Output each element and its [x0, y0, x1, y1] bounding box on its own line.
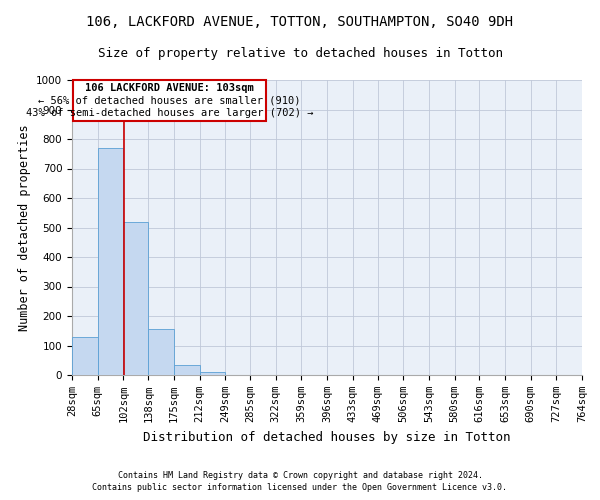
FancyBboxPatch shape [73, 80, 266, 120]
Text: 106, LACKFORD AVENUE, TOTTON, SOUTHAMPTON, SO40 9DH: 106, LACKFORD AVENUE, TOTTON, SOUTHAMPTO… [86, 15, 514, 29]
Text: 106 LACKFORD AVENUE: 103sqm: 106 LACKFORD AVENUE: 103sqm [85, 83, 254, 93]
Bar [72, 336, 98, 375]
Bar [199, 372, 225, 375]
Bar [98, 148, 123, 375]
Bar [148, 330, 174, 375]
Text: Size of property relative to detached houses in Totton: Size of property relative to detached ho… [97, 48, 503, 60]
Bar [174, 364, 199, 375]
Text: Contains public sector information licensed under the Open Government Licence v3: Contains public sector information licen… [92, 484, 508, 492]
Text: Contains HM Land Registry data © Crown copyright and database right 2024.: Contains HM Land Registry data © Crown c… [118, 471, 482, 480]
Text: 43% of semi-detached houses are larger (702) →: 43% of semi-detached houses are larger (… [26, 108, 313, 118]
Text: ← 56% of detached houses are smaller (910): ← 56% of detached houses are smaller (91… [38, 96, 301, 106]
Y-axis label: Number of detached properties: Number of detached properties [17, 124, 31, 331]
X-axis label: Distribution of detached houses by size in Totton: Distribution of detached houses by size … [143, 430, 511, 444]
Bar [123, 222, 148, 375]
